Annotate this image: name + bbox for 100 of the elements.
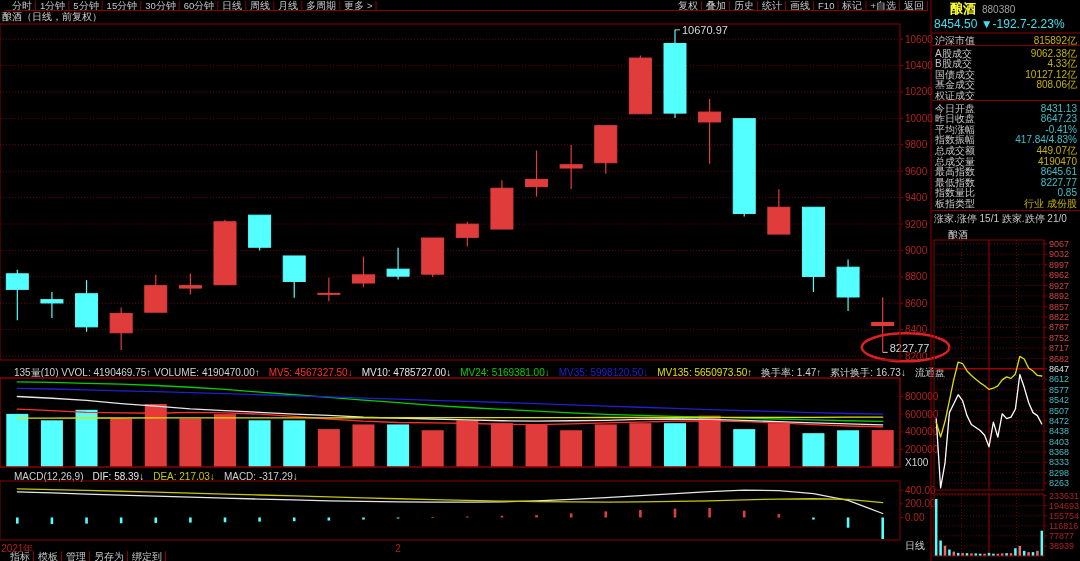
y-tick-label: 800000	[905, 391, 939, 402]
y-tick-label: 8927	[1049, 280, 1070, 291]
x-tick-label: 2	[395, 543, 402, 554]
chart-title: 酿酒（日线，前复权）	[2, 11, 102, 22]
y-tick-label: 600000	[905, 408, 939, 420]
category-label: 总成交额	[934, 145, 975, 156]
text: 历史	[734, 0, 755, 11]
y-tick-label: 155754	[1049, 510, 1080, 521]
category-label: A股成交	[935, 47, 972, 59]
y-tick-label: 8438	[1049, 426, 1070, 437]
text: 10127.12亿	[1025, 68, 1077, 80]
y-tick-label: 8800	[905, 271, 928, 283]
text: 815892亿	[1033, 35, 1077, 46]
text: 绑定到	[132, 551, 162, 561]
y-tick-label: 9000	[905, 244, 928, 256]
category-label: 今日开盘	[935, 102, 975, 114]
y-tick-label: 0.00	[905, 511, 925, 523]
y-tick-label: 116816	[1049, 520, 1079, 531]
chart-title: 酿酒	[948, 229, 968, 240]
chart-title: 135量(10) VVOL: 4190469.75↑ VOLUME: 4190470.00↑	[14, 367, 260, 378]
text: 449.07亿	[1036, 145, 1077, 156]
text: 808.06亿	[1036, 79, 1077, 91]
text: 另存为	[94, 551, 124, 561]
text: 4190470	[1038, 155, 1077, 167]
series-label: DEA: 217.03↓	[153, 471, 215, 482]
y-tick-label: 194693	[1049, 500, 1080, 511]
y-tick-label: 8892	[1049, 291, 1070, 302]
text: 417.84/4.83%	[1015, 134, 1077, 146]
annotation: 流通盘	[914, 367, 945, 378]
text: 管理	[66, 551, 86, 561]
text: 模板	[38, 551, 58, 561]
text: 8645.61	[1040, 166, 1077, 178]
annotation: 10670.97	[682, 23, 728, 36]
y-tick-label: 8507	[1049, 405, 1070, 416]
text: 画线	[790, 0, 811, 11]
y-tick-label: 8822	[1049, 311, 1070, 322]
text: 日线	[222, 0, 243, 11]
text: 1分钟	[40, 0, 66, 11]
text: 酿酒	[950, 1, 976, 16]
annotation: MACD: -317.29↓	[223, 471, 298, 482]
y-tick-label: 9600	[905, 165, 928, 177]
text: 8454.50 ▼-192.7-2.23%	[934, 17, 1065, 31]
text: 4.33亿	[1047, 58, 1077, 70]
text: 30分钟	[145, 0, 176, 11]
text: MV35: 5998120.50↓	[558, 367, 649, 378]
text: 周线	[250, 0, 271, 11]
category-label: 最高指数	[935, 166, 975, 178]
y-tick-label: 9400	[905, 192, 928, 204]
category-label: 指数量比	[934, 187, 975, 199]
text: 行业 成份股	[1024, 198, 1077, 209]
text: 60分钟	[183, 0, 215, 11]
y-tick-label: 8612	[1049, 374, 1070, 385]
y-tick-label: 10000	[905, 112, 934, 124]
y-tick-label: 8333	[1049, 457, 1070, 468]
text: 返回	[904, 0, 924, 11]
category-label: 昨日收盘	[935, 113, 975, 125]
annotation: 累计换手: 16.73↓	[830, 367, 906, 378]
y-tick-label: 9200	[905, 218, 928, 230]
text: 15分钟	[106, 0, 138, 11]
y-tick-label: 10200	[905, 86, 934, 98]
y-tick-label: 8752	[1049, 332, 1070, 343]
y-tick-label: 77877	[1049, 531, 1075, 542]
y-tick-label: 8600	[905, 297, 928, 309]
y-tick-label: 8857	[1049, 301, 1070, 312]
y-tick-label: 8368	[1049, 447, 1070, 458]
y-tick-label: 8997	[1049, 259, 1070, 270]
y-tick-label: 8298	[1049, 467, 1070, 478]
text: -0.41%	[1045, 123, 1077, 135]
y-tick-label: 8472	[1049, 416, 1070, 427]
chart-title: MACD(12,26,9)	[14, 471, 84, 482]
text: 0.85	[1057, 187, 1077, 199]
y-tick-label: 9800	[905, 139, 928, 151]
category-label: 总成交量	[934, 155, 975, 167]
y-tick-label: 9067	[1049, 239, 1070, 250]
y-tick-label: 10600	[905, 33, 934, 45]
category-label: 权证成交	[934, 90, 975, 101]
category-label: 板指类型	[934, 198, 975, 209]
text: 8431.13	[1040, 102, 1077, 114]
y-tick-label: 8787	[1049, 322, 1070, 333]
y-tick-label: 8542	[1049, 395, 1070, 406]
text: 8647.23	[1040, 113, 1077, 125]
series-label: DIF: 58.39↓	[92, 471, 145, 482]
text: 指标	[9, 551, 30, 561]
y-tick-label: 233631	[1049, 490, 1080, 501]
text: F10	[818, 0, 835, 11]
y-tick-label: 9032	[1049, 249, 1070, 260]
text: 统计	[762, 0, 783, 11]
category-label: 平均涨幅	[935, 123, 975, 135]
text: 标记	[841, 0, 863, 11]
y-tick-label: 8962	[1049, 270, 1070, 281]
text: 8227.77	[1040, 176, 1077, 188]
y-tick-label: 200.00	[905, 498, 937, 510]
y-tick-label: 8403	[1049, 436, 1070, 447]
category-label: B股成交	[935, 58, 972, 70]
text: 分时	[12, 0, 32, 11]
text: 复权	[678, 0, 699, 11]
y-tick-label: 400.00	[905, 484, 937, 496]
text: X100	[905, 457, 929, 468]
text: 9062.38亿	[1030, 47, 1077, 59]
y-tick-label: 8577	[1049, 384, 1070, 395]
